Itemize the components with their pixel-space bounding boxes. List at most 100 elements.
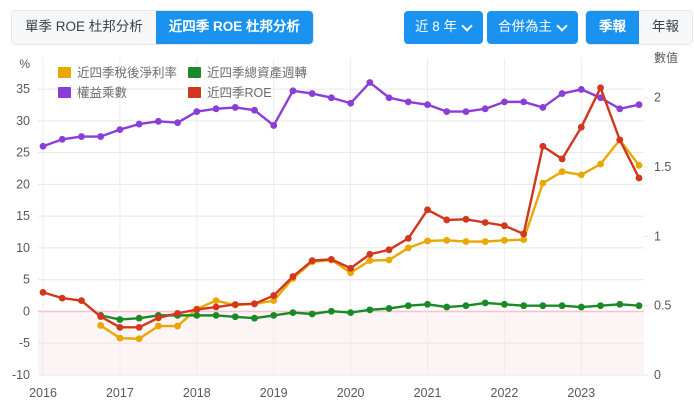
- data-point: [58, 294, 66, 302]
- data-point: [577, 123, 585, 131]
- toolbar: 單季 ROE 杜邦分析 近四季 ROE 杜邦分析 近 8 年 合併為主 季報 年…: [0, 0, 694, 48]
- segment-annual-report[interactable]: 年報: [639, 11, 692, 44]
- legend-swatch: [58, 87, 71, 98]
- data-point: [520, 230, 528, 238]
- y-axis-right-tick-label: 0: [654, 368, 661, 382]
- data-point: [366, 79, 374, 86]
- data-point: [558, 168, 566, 176]
- legend-label: 權益乘數: [77, 86, 128, 100]
- tab-single-quarter-roe[interactable]: 單季 ROE 杜邦分析: [12, 11, 156, 44]
- data-point: [212, 303, 220, 311]
- data-point: [135, 323, 143, 331]
- consolidation-label: 合併為主: [498, 19, 552, 34]
- series-line-2: [41, 81, 641, 148]
- data-point: [558, 302, 566, 310]
- data-point: [116, 316, 124, 323]
- data-point: [289, 87, 297, 95]
- y-axis-left-tick-label: 0: [23, 304, 30, 318]
- data-point: [366, 257, 374, 265]
- data-point: [251, 314, 258, 322]
- data-point: [385, 94, 393, 102]
- x-axis-tick-label: 2018: [183, 386, 211, 400]
- data-point: [347, 309, 355, 317]
- years-range-label: 近 8 年: [415, 19, 458, 34]
- data-point: [231, 301, 239, 308]
- data-point: [616, 105, 624, 113]
- y-axis-left-title: %: [19, 57, 30, 71]
- data-point: [385, 246, 393, 254]
- data-point: [501, 300, 508, 308]
- legend-label: 近四季總資產週轉: [207, 65, 308, 80]
- data-point: [212, 311, 220, 319]
- y-axis-right-tick-label: 2: [654, 91, 661, 105]
- data-point: [635, 174, 643, 182]
- data-point: [116, 323, 124, 331]
- data-point: [501, 98, 508, 106]
- data-point: [481, 299, 489, 307]
- data-point: [443, 108, 451, 115]
- data-point: [174, 309, 181, 317]
- data-point: [616, 136, 624, 144]
- data-point: [251, 106, 258, 114]
- data-point: [597, 84, 604, 92]
- data-point: [635, 161, 643, 169]
- data-point: [39, 288, 47, 296]
- x-axis-tick-label: 2022: [491, 386, 519, 400]
- data-point: [58, 135, 66, 143]
- data-point: [404, 98, 412, 106]
- data-point: [135, 335, 143, 343]
- data-point: [308, 90, 316, 97]
- chevron-down-icon: [558, 21, 567, 30]
- data-point: [539, 302, 547, 310]
- data-point: [404, 244, 412, 252]
- data-point: [231, 104, 239, 111]
- data-point: [289, 309, 297, 317]
- series-line-3: [41, 86, 641, 329]
- tab-ttm-roe[interactable]: 近四季 ROE 杜邦分析: [155, 11, 314, 44]
- data-point: [385, 305, 393, 312]
- data-point: [135, 314, 143, 322]
- segment-quarterly-report[interactable]: 季報: [586, 11, 639, 44]
- data-point: [39, 142, 47, 150]
- legend-label: 近四季稅後淨利率: [77, 65, 177, 80]
- legend-item: 近四季稅後淨利率: [58, 65, 177, 80]
- data-point: [193, 311, 201, 319]
- data-point: [501, 236, 508, 244]
- data-point: [443, 216, 451, 224]
- x-axis-tick-label: 2019: [260, 386, 288, 400]
- legend-item: 權益乘數: [58, 86, 128, 100]
- analysis-tab-group: 單季 ROE 杜邦分析 近四季 ROE 杜邦分析: [12, 11, 314, 44]
- data-point: [424, 300, 431, 308]
- data-point: [635, 302, 643, 310]
- data-point: [597, 94, 604, 102]
- report-period-segment: 季報 年報: [586, 11, 692, 44]
- data-point: [597, 302, 604, 310]
- y-axis-left-tick-label: 15: [16, 209, 30, 223]
- legend-swatch: [188, 87, 201, 98]
- data-point: [558, 155, 566, 163]
- data-point: [154, 117, 162, 125]
- data-point: [116, 334, 124, 342]
- data-point: [327, 94, 335, 102]
- data-point: [443, 236, 451, 244]
- data-point: [135, 120, 143, 128]
- data-point: [347, 264, 355, 272]
- y-axis-left-tick-label: -10: [12, 368, 30, 382]
- data-point: [424, 237, 431, 245]
- data-point: [501, 222, 508, 230]
- consolidation-dropdown[interactable]: 合併為主: [487, 11, 578, 44]
- data-point: [597, 160, 604, 168]
- data-point: [520, 236, 528, 244]
- y-axis-left-tick-label: 30: [16, 114, 30, 128]
- data-point: [193, 306, 201, 313]
- data-point: [424, 101, 431, 109]
- data-point: [270, 297, 278, 305]
- data-point: [520, 302, 528, 310]
- data-point: [231, 313, 239, 321]
- data-point: [154, 322, 162, 330]
- data-point: [481, 219, 489, 226]
- roe-dupont-chart: 2016 2017 2018 2019 2020 2021 2022 2023 35 30 25 20…: [0, 48, 694, 418]
- years-range-dropdown[interactable]: 近 8 年: [404, 11, 484, 44]
- data-point: [577, 86, 585, 93]
- data-point: [212, 105, 220, 113]
